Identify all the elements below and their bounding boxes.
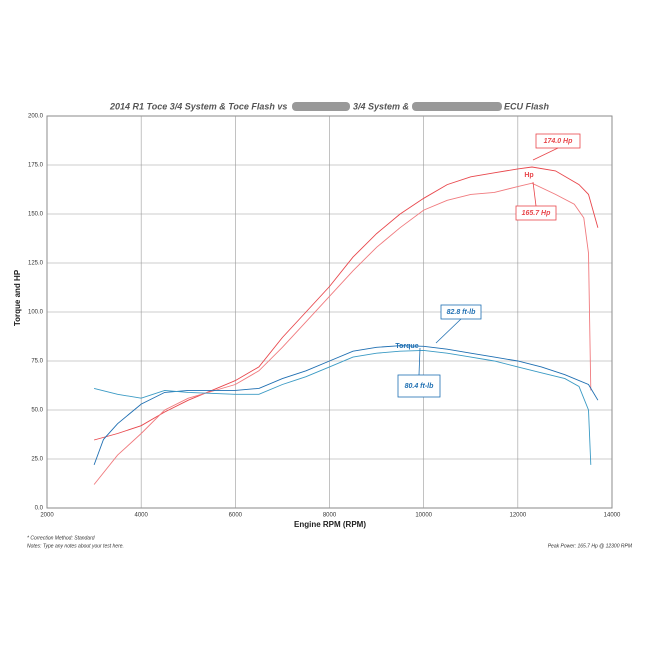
x-tick-label: 12000 bbox=[509, 513, 526, 519]
redaction bbox=[412, 102, 502, 111]
y-tick-label: 150.0 bbox=[28, 212, 44, 218]
title: 3/4 System & bbox=[353, 101, 409, 111]
title: 2014 R1 Toce 3/4 System & Toce Flash vs bbox=[109, 101, 287, 111]
annotation: Hp bbox=[524, 172, 533, 179]
footer-note: * Correction Method: Standard bbox=[27, 535, 95, 541]
title: ECU Flash bbox=[504, 101, 550, 111]
annotation: 80.4 ft-lb bbox=[405, 383, 435, 390]
x-tick-label: 8000 bbox=[323, 513, 337, 519]
x-tick-label: 6000 bbox=[229, 513, 243, 519]
annotation: 174.0 Hp bbox=[544, 138, 574, 145]
annotation: 165.7 Hp bbox=[522, 210, 552, 217]
annotation-arrow bbox=[532, 181, 537, 207]
x-tick-label: 2000 bbox=[40, 513, 54, 519]
x-axis-label: Engine RPM (RPM) bbox=[294, 520, 366, 529]
footer-peak: Peak Power: 165.7 Hp @ 12300 RPM bbox=[548, 543, 633, 549]
y-tick-label: 125.0 bbox=[28, 261, 44, 267]
footer-note: Notes: Type any notes about your test he… bbox=[27, 543, 124, 549]
redaction bbox=[292, 102, 350, 111]
x-tick-label: 14000 bbox=[604, 513, 621, 519]
annotation-arrow bbox=[418, 347, 421, 376]
annotation: Torque bbox=[395, 343, 418, 350]
y-axis-label: Torque and HP bbox=[13, 269, 22, 326]
series-line bbox=[93, 349, 592, 465]
annotation: 82.8 ft-lb bbox=[447, 309, 477, 316]
y-tick-label: 175.0 bbox=[28, 163, 44, 169]
series-line bbox=[93, 345, 599, 466]
x-tick-label: 10000 bbox=[415, 513, 432, 519]
y-tick-label: 0.0 bbox=[35, 506, 44, 512]
y-tick-label: 100.0 bbox=[28, 310, 44, 316]
annotation-arrow bbox=[532, 147, 559, 161]
annotation-arrow bbox=[435, 318, 462, 344]
y-tick-label: 25.0 bbox=[31, 457, 43, 463]
y-tick-label: 200.0 bbox=[28, 114, 44, 120]
y-tick-label: 50.0 bbox=[31, 408, 43, 414]
series-line bbox=[93, 182, 592, 485]
x-tick-label: 4000 bbox=[134, 513, 148, 519]
y-tick-label: 75.0 bbox=[31, 359, 43, 365]
series-line bbox=[93, 166, 599, 441]
